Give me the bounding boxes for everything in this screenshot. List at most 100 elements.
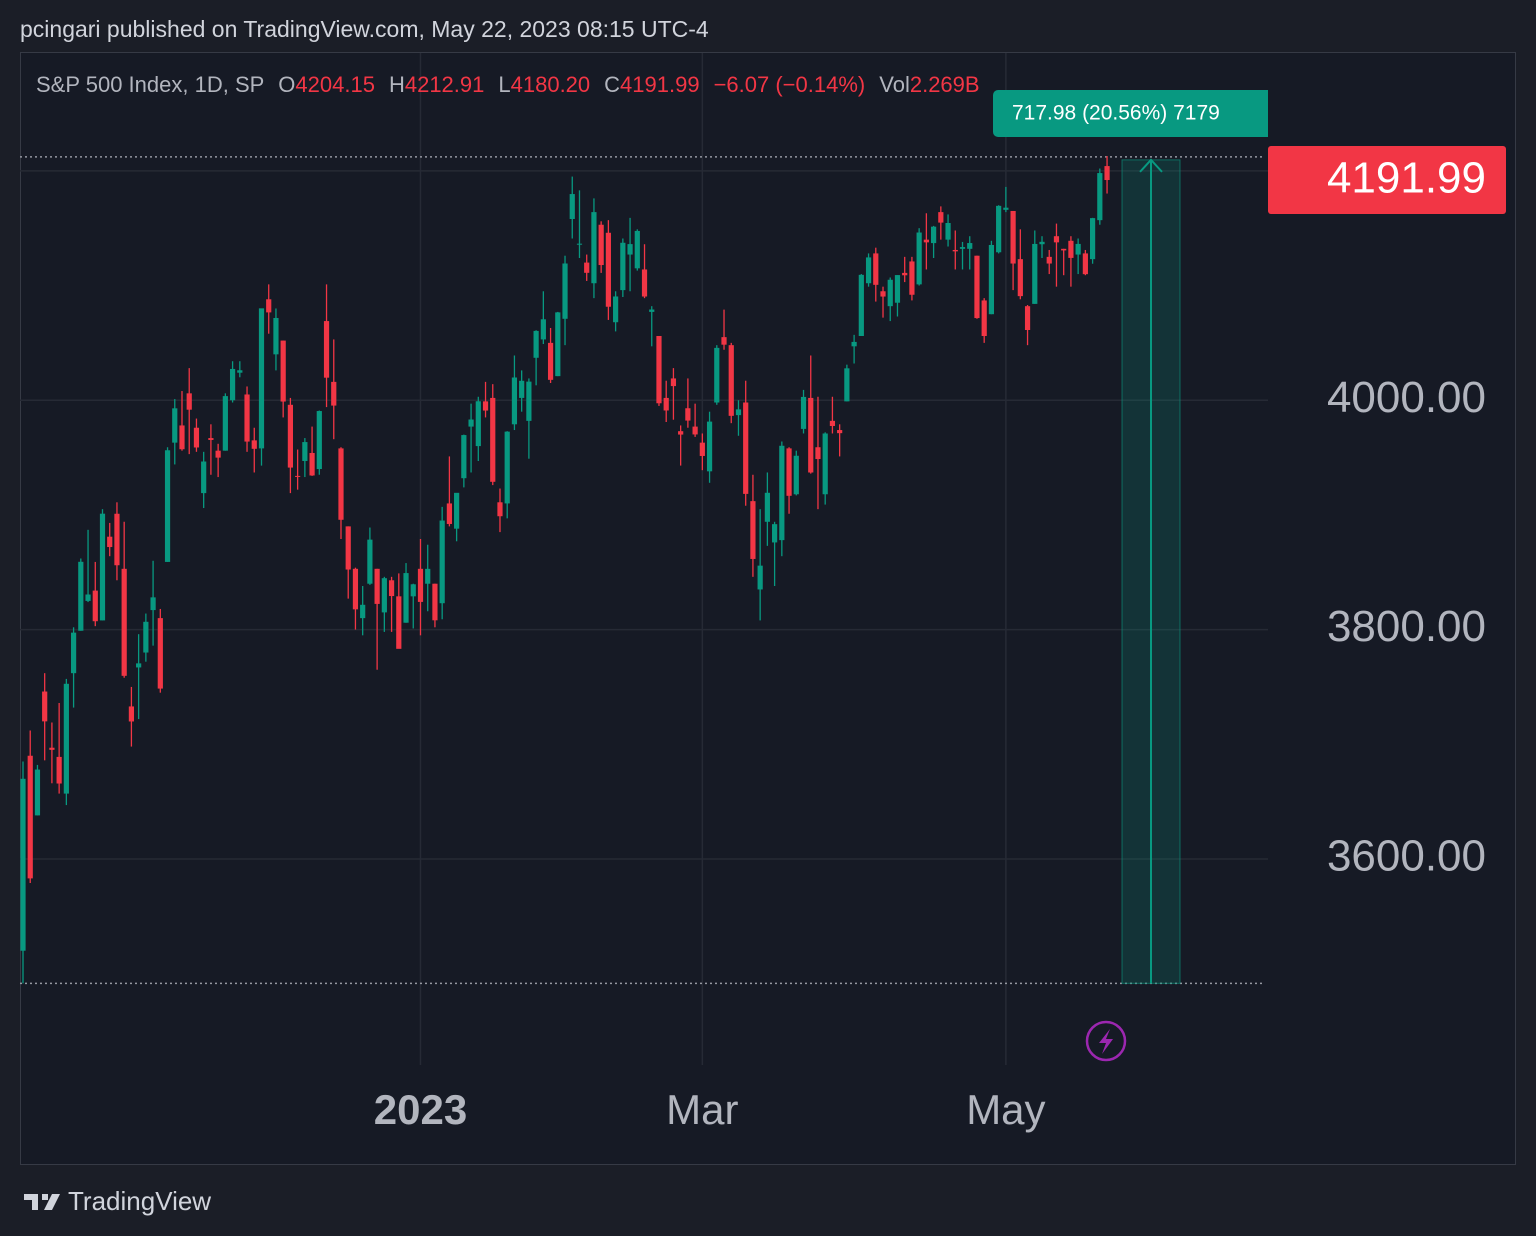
candle-body <box>63 683 69 794</box>
candle-body <box>179 425 185 450</box>
candle-body <box>352 568 359 610</box>
candle-body <box>728 345 734 416</box>
candle-body <box>388 580 395 597</box>
candle-body <box>663 397 669 411</box>
candle-body <box>302 442 308 461</box>
brand-logo <box>24 1193 60 1210</box>
candle-body <box>338 448 344 520</box>
candle-body <box>945 222 951 240</box>
measure-label: 717.98 (20.56%) 7179 <box>993 90 1268 137</box>
candle-body <box>772 524 778 543</box>
y-tick-label: 4000.00 <box>1327 373 1486 422</box>
candle-body <box>374 568 380 604</box>
candle-body <box>1089 218 1096 260</box>
candle-body <box>186 393 192 410</box>
candle-body <box>425 568 431 584</box>
candle-body <box>1032 243 1038 304</box>
candle-body <box>938 212 944 223</box>
candle-body <box>1075 243 1081 255</box>
candle-body <box>873 253 879 285</box>
candle-body <box>201 461 207 494</box>
candle-body <box>295 475 301 477</box>
close-value: 4191.99 <box>620 72 700 97</box>
candle-body <box>121 568 127 676</box>
candle-body <box>656 335 662 404</box>
candle-body <box>215 450 221 458</box>
candle-body <box>981 300 987 337</box>
candle-body <box>533 330 539 358</box>
candle-body <box>1104 166 1110 181</box>
candle-body <box>280 340 286 402</box>
candle-body <box>273 317 279 355</box>
candle-body <box>164 450 171 562</box>
candle-body <box>150 597 156 611</box>
candle-body <box>172 408 178 443</box>
candle-body <box>497 502 503 517</box>
candle-body <box>894 275 901 303</box>
candle-body <box>157 618 163 689</box>
candle-body <box>1097 173 1103 221</box>
candle-body <box>923 239 929 243</box>
candle-body <box>685 408 691 421</box>
x-tick-label: Mar <box>666 1086 738 1133</box>
candle-body <box>287 404 293 468</box>
candle-body <box>1010 210 1016 264</box>
candle-body <box>251 440 257 449</box>
candle-body <box>540 319 546 340</box>
candle-body <box>988 244 995 315</box>
candle-body <box>258 308 265 449</box>
candle-body <box>85 594 91 601</box>
candle-body <box>70 632 77 674</box>
candle-body <box>562 263 568 319</box>
candle-body <box>107 536 113 548</box>
candle-body <box>20 778 26 951</box>
candle-body <box>931 226 937 244</box>
candle-body <box>78 561 84 631</box>
candle-body <box>808 397 814 473</box>
candle-body <box>699 442 705 456</box>
candle-body <box>454 492 460 529</box>
candle-body <box>410 584 416 597</box>
candle-body <box>692 426 698 435</box>
candle-body <box>829 420 836 426</box>
candle-body <box>1061 248 1067 251</box>
candle-body <box>34 769 41 816</box>
candle-body <box>1003 207 1009 210</box>
measure-arrow-head <box>1139 158 1163 173</box>
candle-body <box>880 291 886 297</box>
candle-body <box>1039 241 1045 245</box>
y-tick-label: 3800.00 <box>1327 602 1486 651</box>
candle-body <box>403 573 409 623</box>
event-icon-bolt <box>1099 1029 1113 1054</box>
candle-body <box>909 261 915 295</box>
candle-body <box>815 447 821 460</box>
chart-frame <box>20 52 1516 1165</box>
candle-body <box>851 341 857 347</box>
candle-body <box>92 590 98 622</box>
candle-body <box>822 433 828 495</box>
candle-body <box>432 583 438 621</box>
candle-body <box>757 565 763 590</box>
candle-body <box>670 378 677 387</box>
candle-body <box>244 394 250 442</box>
candle-body <box>1068 240 1074 258</box>
brand: TradingView <box>22 1186 211 1217</box>
low-label: L <box>498 72 511 97</box>
candle-body <box>316 411 322 470</box>
candle-body <box>49 747 55 750</box>
candle-body <box>1082 253 1088 275</box>
x-tick-label: 2023 <box>374 1086 467 1133</box>
candle-body <box>1046 256 1052 264</box>
candle-body <box>569 194 575 220</box>
volume-value: 2.269B <box>909 72 980 97</box>
candle-body <box>446 503 452 524</box>
candle-body <box>887 279 893 307</box>
candle-body <box>916 232 922 285</box>
measure-label-box <box>993 90 1268 137</box>
candle-body <box>208 438 214 440</box>
event-icon <box>1085 1020 1127 1062</box>
candle-body <box>511 377 518 425</box>
candle-body <box>735 409 742 416</box>
measure-label-text: 717.98 (20.56%) 7179 <box>1012 102 1220 125</box>
candle-body <box>974 255 980 319</box>
